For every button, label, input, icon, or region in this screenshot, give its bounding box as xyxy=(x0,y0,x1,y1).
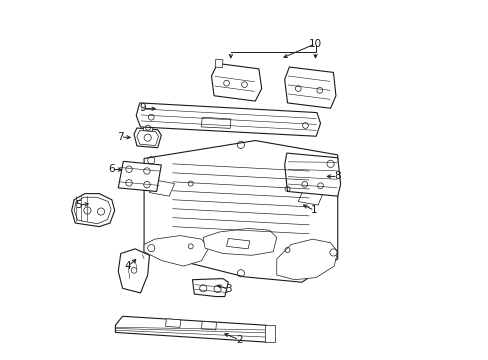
Polygon shape xyxy=(165,319,180,327)
Polygon shape xyxy=(134,128,161,148)
Polygon shape xyxy=(144,235,208,266)
Polygon shape xyxy=(72,194,115,226)
Text: 6: 6 xyxy=(108,164,115,174)
Polygon shape xyxy=(284,153,340,196)
Polygon shape xyxy=(201,117,230,129)
Polygon shape xyxy=(74,197,111,224)
Polygon shape xyxy=(143,124,152,131)
Polygon shape xyxy=(226,238,249,249)
Polygon shape xyxy=(136,103,320,136)
Polygon shape xyxy=(298,189,323,205)
Text: 1: 1 xyxy=(310,206,317,216)
Text: 4: 4 xyxy=(124,261,131,271)
Text: 7: 7 xyxy=(117,132,124,142)
Polygon shape xyxy=(203,228,276,255)
Text: 3: 3 xyxy=(224,284,231,294)
Polygon shape xyxy=(144,140,337,282)
Text: 8: 8 xyxy=(334,171,340,181)
Polygon shape xyxy=(201,321,216,330)
Polygon shape xyxy=(265,325,274,342)
Polygon shape xyxy=(211,63,261,101)
Polygon shape xyxy=(137,131,158,145)
Polygon shape xyxy=(192,279,228,297)
Polygon shape xyxy=(118,161,161,192)
Polygon shape xyxy=(284,67,335,108)
Polygon shape xyxy=(149,180,174,196)
Text: 5: 5 xyxy=(75,200,82,210)
Polygon shape xyxy=(215,59,223,68)
Text: 10: 10 xyxy=(308,39,322,49)
Polygon shape xyxy=(276,239,337,280)
Text: 2: 2 xyxy=(235,334,242,345)
Polygon shape xyxy=(115,316,273,342)
Polygon shape xyxy=(118,249,149,293)
Text: 9: 9 xyxy=(139,103,145,113)
